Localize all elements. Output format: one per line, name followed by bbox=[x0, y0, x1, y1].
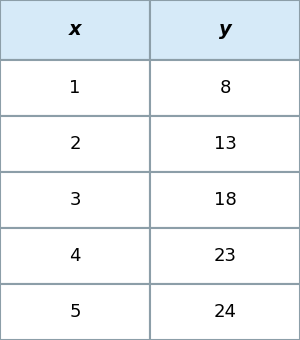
Bar bbox=[0, 172, 150, 228]
Text: x: x bbox=[69, 20, 81, 39]
Text: 5: 5 bbox=[69, 303, 81, 321]
Bar bbox=[0, 116, 150, 172]
Bar bbox=[150, 116, 300, 172]
Text: 18: 18 bbox=[214, 191, 236, 209]
Bar bbox=[150, 284, 300, 340]
Text: 1: 1 bbox=[69, 79, 81, 97]
Bar bbox=[0, 0, 150, 59]
Bar bbox=[0, 228, 150, 284]
Text: 4: 4 bbox=[69, 247, 81, 265]
Text: 24: 24 bbox=[214, 303, 236, 321]
Text: 13: 13 bbox=[214, 135, 236, 153]
Bar bbox=[0, 59, 150, 116]
Text: 23: 23 bbox=[214, 247, 236, 265]
Text: y: y bbox=[219, 20, 231, 39]
Bar bbox=[0, 284, 150, 340]
Text: 8: 8 bbox=[219, 79, 231, 97]
Bar bbox=[150, 59, 300, 116]
Text: 2: 2 bbox=[69, 135, 81, 153]
Text: 3: 3 bbox=[69, 191, 81, 209]
Bar bbox=[150, 228, 300, 284]
Bar bbox=[150, 0, 300, 59]
Bar bbox=[150, 172, 300, 228]
